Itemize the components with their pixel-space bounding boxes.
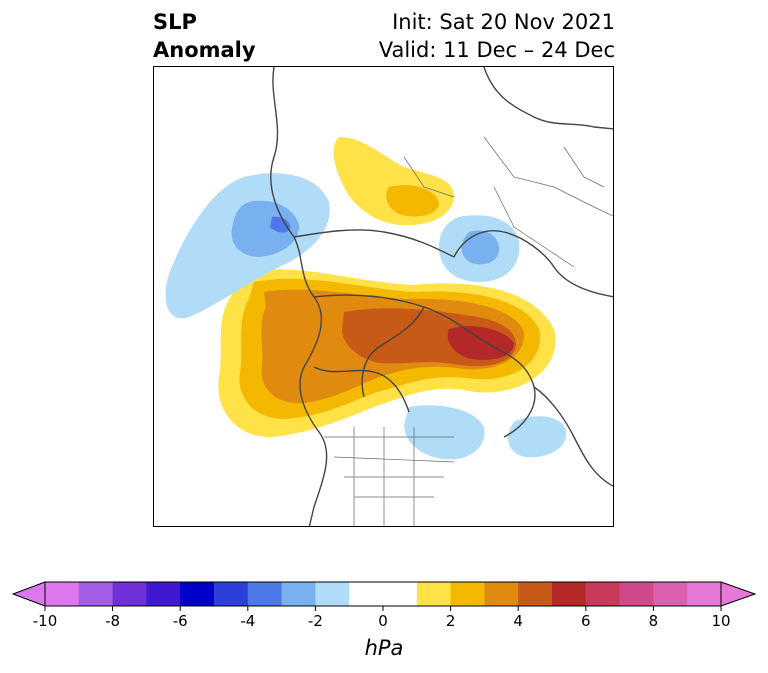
colorbar-segment	[112, 582, 147, 606]
colorbar-segment	[349, 582, 384, 606]
atlantic-negative-area-west	[404, 405, 485, 460]
positive-anomaly-shading	[218, 137, 556, 438]
colorbar-segment	[146, 582, 181, 606]
colorbar-tick-label: 2	[445, 612, 456, 630]
plot-title-left: SLP Anomaly	[153, 8, 256, 64]
high-anomaly-core	[447, 326, 514, 360]
colorbar-segment	[653, 582, 688, 606]
siberia-negative-inner	[461, 230, 499, 265]
colorbar-segment	[315, 582, 350, 606]
colorbar-tick-label: -4	[240, 612, 256, 630]
colorbar-segment	[383, 582, 418, 606]
colorbar	[11, 581, 757, 611]
variable-label: SLP	[153, 10, 197, 34]
pacific-negative-core	[270, 216, 291, 233]
colorbar-tick-label: 10	[711, 612, 731, 630]
colorbar-unit-label: hPa	[364, 636, 404, 660]
colorbar-extension-outline-right	[720, 581, 757, 607]
anomaly-map	[153, 66, 614, 527]
colorbar-segment	[585, 582, 621, 606]
colorbar-tick-label: -10	[32, 612, 58, 630]
colorbar-tick-label: -6	[172, 612, 188, 630]
colorbar-segment	[416, 582, 452, 606]
colorbar-low-extension	[13, 582, 45, 606]
colorbar-tick-label: 0	[378, 612, 388, 630]
colorbar-segment	[484, 582, 519, 606]
colorbar-tick-labels: -10 -8 -6 -4 -2 0 2 4 6 8 10	[0, 612, 768, 632]
colorbar-segment	[552, 582, 587, 606]
pacific-negative-inner	[231, 200, 300, 257]
init-date-label: Init: Sat 20 Nov 2021	[392, 10, 615, 34]
anomaly-label: Anomaly	[153, 38, 256, 62]
valid-range-label: Valid: 11 Dec – 24 Dec	[378, 38, 615, 62]
colorbar-high-extension	[721, 582, 755, 606]
colorbar-tick-marks	[44, 606, 722, 611]
colorbar-tick-label: 8	[648, 612, 659, 630]
colorbar-segment	[214, 582, 249, 606]
plot-title-right: Init: Sat 20 Nov 2021 Valid: 11 Dec – 24…	[379, 8, 615, 64]
colorbar-tick-label: -2	[307, 612, 323, 630]
colorbar-segment	[180, 582, 215, 606]
coastlines	[270, 67, 613, 526]
colorbar-segment	[45, 582, 80, 606]
colorbar-segment	[247, 582, 283, 606]
colorbar-extension-outline	[11, 581, 46, 607]
map-canvas	[165, 67, 613, 526]
colorbar-segments	[45, 582, 722, 606]
arctic-positive-area	[333, 137, 454, 226]
colorbar-segment	[281, 582, 316, 606]
colorbar-segment	[619, 582, 654, 606]
negative-anomaly-shading	[165, 173, 567, 460]
colorbar-segment	[450, 582, 485, 606]
political-borders	[324, 136, 613, 526]
colorbar-segment	[518, 582, 553, 606]
colorbar-segment	[78, 582, 114, 606]
arctic-positive-core	[386, 185, 439, 217]
colorbar-segment	[687, 582, 722, 606]
colorbar-tick-label: 4	[513, 612, 523, 630]
colorbar-tick-label: -8	[105, 612, 121, 630]
atlantic-negative-area-east	[507, 416, 567, 458]
colorbar-tick-label: 6	[581, 612, 591, 630]
